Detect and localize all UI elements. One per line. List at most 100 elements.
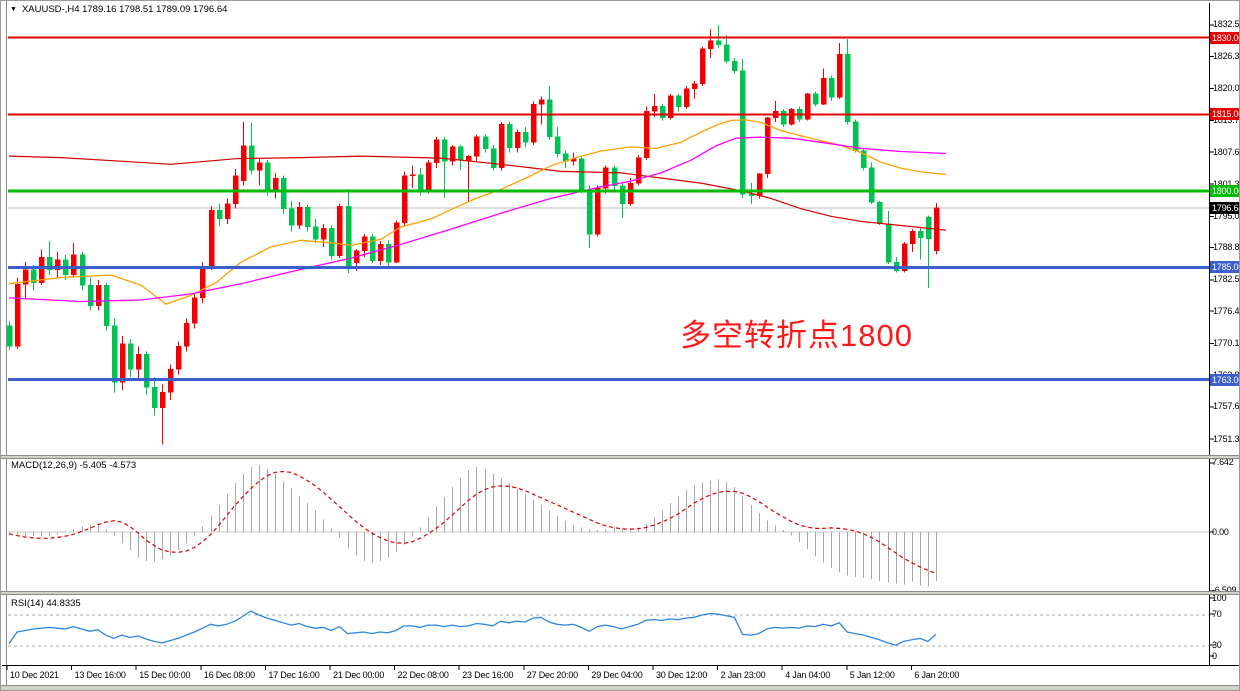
price-axis-label: 1751.35 (1213, 433, 1240, 444)
symbol-info: ▼ XAUUSD-,H4 1789.16 1798.51 1789.09 1796… (10, 4, 227, 15)
price-badge-1763.00: 1763.00 (1210, 373, 1239, 386)
candle-body (216, 209, 223, 220)
window-bottom-frame (1, 685, 1239, 690)
x-axis-label: 22 Dec 08:00 (397, 670, 449, 680)
candle-body (433, 139, 440, 163)
candle-body (473, 136, 480, 157)
candle-body (546, 99, 553, 137)
candle-body (731, 60, 738, 72)
price-axis-label: 1826.35 (1213, 50, 1240, 61)
macd-axis-label: -6.509 (1212, 585, 1237, 595)
price-badge-1815.00: 1815.00 (1210, 108, 1239, 121)
price-axis-label: 1770.10 (1213, 337, 1240, 348)
candle-body (30, 269, 37, 283)
candle-body (377, 244, 384, 261)
candle-body (498, 124, 505, 169)
candle-body (506, 124, 513, 149)
price-axis-label: 1757.65 (1213, 401, 1240, 412)
panel-separator[interactable] (1, 455, 1239, 459)
candle-body (683, 88, 690, 107)
price-axis-label: 1807.60 (1213, 146, 1240, 157)
candle-body (828, 77, 835, 98)
candle-body (95, 284, 102, 306)
candle-body (812, 93, 819, 105)
candle-body (675, 95, 682, 107)
candle-body (707, 40, 714, 50)
candle-body (844, 53, 851, 123)
candle-body (272, 177, 279, 192)
candle-body (885, 223, 892, 263)
candle-body (659, 105, 666, 119)
macd-signal-line (8, 470, 937, 574)
candle-body (304, 206, 311, 227)
candle-body (909, 230, 916, 245)
candle-body (151, 386, 158, 408)
candle-body (691, 83, 698, 90)
rsi-axis-label: 30 (1212, 640, 1222, 650)
macd-axis-label: 7.642 (1212, 457, 1234, 468)
price-badge-1830.00: 1830.00 (1210, 31, 1239, 44)
price-badge-1800.00: 1800.00 (1210, 184, 1239, 197)
candle-body (38, 256, 45, 283)
candle-body (143, 353, 150, 388)
price-axis-label: 1795.00 (1213, 210, 1240, 221)
candle-body (651, 105, 658, 112)
candle-body (457, 146, 464, 161)
candle-body (328, 227, 335, 256)
candle-body (183, 323, 190, 347)
price-axis-label: 1832.50 (1213, 19, 1240, 30)
candle-body (860, 150, 867, 169)
candle-body (514, 131, 521, 149)
panel-separator[interactable] (1, 591, 1239, 595)
candle-body (635, 157, 642, 184)
candle-body (312, 226, 319, 240)
candle-body (425, 162, 432, 192)
x-axis-label: 16 Dec 08:00 (203, 670, 255, 680)
candle-body (619, 185, 626, 204)
x-axis-label: 23 Dec 16:00 (462, 670, 514, 680)
x-axis-label: 27 Dec 20:00 (526, 670, 578, 680)
candle-body (46, 256, 53, 271)
price-badge-1796.64: 1796.64 (1210, 201, 1239, 214)
x-axis-label: 6 Jan 20:00 (914, 670, 960, 680)
candle-body (643, 110, 650, 158)
candle-body (288, 208, 295, 226)
candle-body (135, 353, 142, 370)
rsi-axis-label: 0 (1212, 651, 1217, 661)
candle-body (369, 236, 376, 261)
price-axis-label: 1801.30 (1213, 178, 1240, 189)
candle-body (6, 325, 13, 347)
candle-body (723, 44, 730, 62)
candle-body (199, 267, 206, 299)
x-axis-label: 10 Dec 2021 (10, 670, 59, 680)
symbol-ohlc-text: XAUUSD-,H4 1789.16 1798.51 1789.09 1796.… (21, 4, 228, 15)
candle-body (22, 269, 29, 285)
candle-body (264, 162, 271, 192)
candle-body (852, 121, 859, 152)
ma_orange-line (8, 119, 947, 305)
ma_red-line (8, 155, 947, 231)
price-badge-1785.00: 1785.00 (1210, 261, 1239, 274)
chevron-down-icon[interactable]: ▼ (10, 6, 17, 13)
x-axis-label: 13 Dec 16:00 (74, 670, 126, 680)
candle-body (594, 187, 601, 235)
candle-body (256, 162, 263, 171)
x-axis-label: 5 Jan 12:00 (849, 670, 895, 680)
macd-axis-label: 0.00 (1212, 526, 1229, 537)
candle-body (87, 284, 94, 306)
candle-body (103, 284, 110, 327)
ma_magenta-line (8, 136, 947, 303)
candle-body (441, 139, 448, 162)
candle-body (748, 194, 755, 197)
candle-body (336, 205, 343, 256)
candle-body (385, 244, 392, 263)
candle-body (296, 206, 303, 226)
rsi-label: RSI(14) 44.8335 (11, 598, 81, 609)
price-axis-label: 1788.85 (1213, 242, 1240, 253)
candle-body (667, 95, 674, 119)
candle-body (764, 117, 771, 175)
window-left-border (6, 1, 7, 685)
candle-body (602, 167, 609, 189)
